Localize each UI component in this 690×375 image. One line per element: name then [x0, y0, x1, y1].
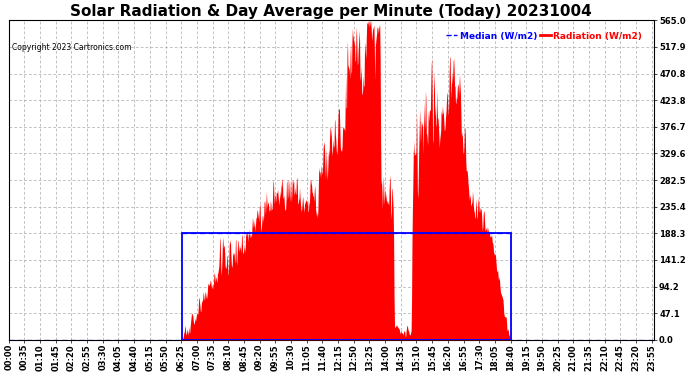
Legend: Median (W/m2), Radiation (W/m2): Median (W/m2), Radiation (W/m2) [442, 28, 646, 44]
Bar [182, 233, 511, 340]
Title: Solar Radiation & Day Average per Minute (Today) 20231004: Solar Radiation & Day Average per Minute… [70, 4, 592, 19]
Text: Copyright 2023 Cartronics.com: Copyright 2023 Cartronics.com [12, 43, 131, 52]
